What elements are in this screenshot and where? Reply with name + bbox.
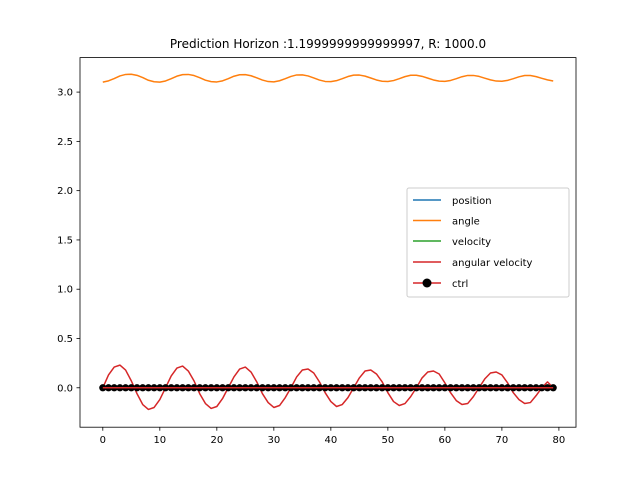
x-tick-label-20: 20 <box>210 435 223 446</box>
y-tick-label-1: 0.5 <box>57 334 73 345</box>
y-tick-label-6: 3.0 <box>57 88 73 99</box>
legend-label-angle: angle <box>452 217 480 228</box>
x-tick-label-80: 80 <box>553 435 566 446</box>
x-tick-label-0: 0 <box>100 435 106 446</box>
legend-label-ctrl: ctrl <box>452 279 468 290</box>
x-tick-label-70: 70 <box>496 435 509 446</box>
legend: position angle velocity angular velocity… <box>407 188 569 297</box>
y-tick-label-4: 2.0 <box>57 186 73 197</box>
x-tick-label-40: 40 <box>324 435 337 446</box>
legend-label-position: position <box>452 196 492 207</box>
y-tick-label-5: 2.5 <box>57 137 73 148</box>
y-tick-label-3: 1.5 <box>57 235 73 246</box>
legend-label-velocity: velocity <box>452 237 491 248</box>
y-tick-label-2: 1.0 <box>57 285 73 296</box>
chart-title: Prediction Horizon :1.1999999999999997, … <box>170 37 486 51</box>
x-tick-label-60: 60 <box>439 435 452 446</box>
legend-swatch-ctrl-marker <box>423 279 432 288</box>
legend-label-angular-velocity: angular velocity <box>452 258 533 269</box>
x-tick-label-50: 50 <box>381 435 394 446</box>
x-tick-label-30: 30 <box>267 435 280 446</box>
x-tick-label-10: 10 <box>153 435 166 446</box>
y-tick-label-0: 0.0 <box>57 383 73 394</box>
